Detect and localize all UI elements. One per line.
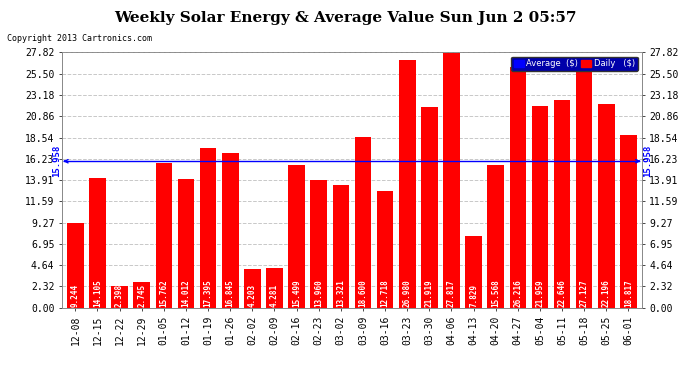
Bar [554, 100, 571, 308]
Text: 4.203: 4.203 [248, 284, 257, 307]
Text: 15.958: 15.958 [643, 145, 652, 177]
Text: 9.244: 9.244 [71, 284, 80, 307]
Bar [355, 137, 371, 308]
Bar [89, 178, 106, 308]
Bar [155, 163, 172, 308]
Bar [509, 67, 526, 308]
Bar [67, 223, 83, 308]
Text: 16.845: 16.845 [226, 279, 235, 307]
Bar [576, 59, 593, 308]
Text: 4.281: 4.281 [270, 284, 279, 307]
Bar [111, 285, 128, 308]
Text: 15.568: 15.568 [491, 279, 500, 307]
Bar [554, 100, 571, 308]
Bar [598, 104, 615, 308]
Text: 15.499: 15.499 [292, 279, 301, 307]
Bar [266, 268, 283, 308]
Bar [598, 104, 615, 308]
Text: 14.012: 14.012 [181, 279, 190, 307]
Bar [377, 191, 393, 308]
Text: 21.919: 21.919 [425, 279, 434, 307]
Bar [111, 285, 128, 308]
Bar [399, 60, 415, 308]
Bar [133, 282, 150, 308]
Text: 27.127: 27.127 [580, 279, 589, 307]
Text: 14.105: 14.105 [93, 279, 102, 307]
Bar [288, 165, 305, 308]
Bar [178, 179, 195, 308]
Bar [244, 269, 261, 308]
Bar [487, 165, 504, 308]
Bar [133, 282, 150, 308]
Bar [443, 53, 460, 308]
Bar [487, 165, 504, 308]
Bar [155, 163, 172, 308]
Bar [421, 106, 437, 308]
Bar [509, 67, 526, 308]
Text: Weekly Solar Energy & Average Value Sun Jun 2 05:57: Weekly Solar Energy & Average Value Sun … [114, 11, 576, 25]
Text: 21.959: 21.959 [535, 279, 544, 307]
Bar [620, 135, 637, 308]
Bar [531, 106, 549, 307]
Bar [222, 153, 239, 308]
Bar [531, 106, 549, 307]
Bar [620, 135, 637, 308]
Text: Copyright 2013 Cartronics.com: Copyright 2013 Cartronics.com [7, 34, 152, 43]
Text: 26.980: 26.980 [403, 279, 412, 307]
Bar [67, 223, 83, 308]
Text: 18.600: 18.600 [359, 279, 368, 307]
Text: 15.958: 15.958 [52, 145, 61, 177]
Bar [178, 179, 195, 308]
Bar [310, 180, 327, 308]
Text: 2.745: 2.745 [137, 284, 146, 307]
Bar [222, 153, 239, 308]
Bar [333, 185, 349, 308]
Bar [576, 59, 593, 308]
Text: 26.216: 26.216 [513, 279, 522, 307]
Text: 2.398: 2.398 [115, 284, 124, 307]
Bar [377, 191, 393, 308]
Text: 18.817: 18.817 [624, 279, 633, 307]
Bar [355, 137, 371, 308]
Text: 13.321: 13.321 [336, 279, 345, 307]
Bar [465, 236, 482, 308]
Text: 15.762: 15.762 [159, 279, 168, 307]
Bar [200, 148, 217, 308]
Text: 7.829: 7.829 [469, 284, 478, 307]
Bar [443, 53, 460, 308]
Bar [266, 268, 283, 308]
Bar [399, 60, 415, 308]
Bar [244, 269, 261, 308]
Bar [465, 236, 482, 308]
Bar [288, 165, 305, 308]
Text: 27.817: 27.817 [447, 279, 456, 307]
Bar [89, 178, 106, 308]
Text: 22.646: 22.646 [558, 279, 566, 307]
Legend: Average  ($), Daily   ($): Average ($), Daily ($) [511, 57, 638, 70]
Text: 13.960: 13.960 [314, 279, 323, 307]
Bar [421, 106, 437, 308]
Text: 12.718: 12.718 [381, 279, 390, 307]
Bar [310, 180, 327, 308]
Bar [333, 185, 349, 308]
Text: 17.395: 17.395 [204, 279, 213, 307]
Text: 22.196: 22.196 [602, 279, 611, 307]
Bar [200, 148, 217, 308]
